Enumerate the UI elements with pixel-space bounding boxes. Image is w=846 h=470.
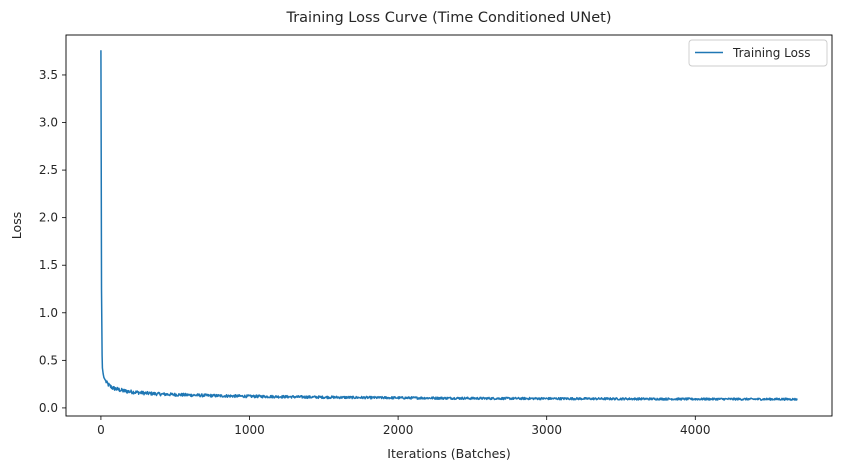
legend-box	[688, 39, 828, 67]
x-tick-label: 1000	[234, 423, 265, 437]
x-tick-label: 0	[97, 423, 105, 437]
y-tick-label: 3.0	[39, 116, 58, 130]
y-tick-label: 2.0	[39, 211, 58, 225]
series-line-training-loss	[100, 50, 798, 401]
legend: Training Loss	[688, 39, 828, 67]
y-axis-label: Loss	[9, 212, 24, 239]
x-axis-ticks: 0 1000 2000 3000 4000	[97, 416, 711, 437]
y-tick-label: 0.0	[39, 401, 58, 415]
y-axis-ticks: 0.0 0.5 1.0 1.5 2.0 2.5 3.0 3.5	[39, 68, 66, 415]
y-tick-label: 0.5	[39, 353, 58, 367]
chart-title: Training Loss Curve (Time Conditioned UN…	[285, 10, 611, 26]
x-axis-label: Iterations (Batches)	[387, 446, 510, 461]
y-tick-label: 3.5	[39, 68, 58, 82]
series-layer	[100, 50, 798, 401]
x-tick-label: 3000	[531, 423, 562, 437]
y-tick-label: 1.0	[39, 306, 58, 320]
x-tick-label: 4000	[680, 423, 711, 437]
x-tick-label: 2000	[383, 423, 414, 437]
plot-area	[66, 35, 832, 416]
y-tick-label: 1.5	[39, 258, 58, 272]
legend-label: Training Loss	[732, 46, 810, 60]
y-tick-label: 2.5	[39, 163, 58, 177]
plot-frame	[65, 34, 833, 417]
